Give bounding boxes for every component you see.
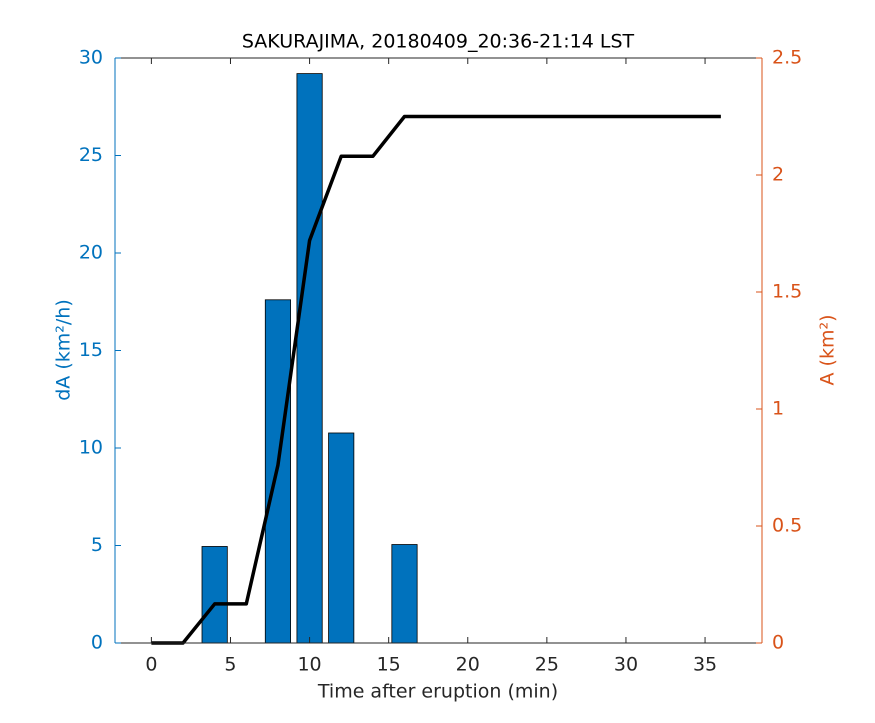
- y2-tick-label: 0.5: [772, 515, 802, 537]
- y-tick-label: 15: [79, 339, 103, 361]
- y-tick-label: 25: [79, 144, 103, 166]
- x-tick-label: 25: [535, 654, 559, 676]
- bar: [201, 546, 228, 644]
- y2-tick-label: 2.5: [772, 47, 802, 69]
- y2-tick-label: 2: [772, 164, 784, 186]
- y-tick-label: 0: [91, 632, 103, 654]
- y-tick-label: 20: [79, 242, 103, 264]
- x-tick-label: 30: [614, 654, 638, 676]
- y2-axis-label: A (km²): [817, 315, 839, 386]
- x-tick-label: 35: [693, 654, 717, 676]
- y-tick-label: 10: [79, 437, 103, 459]
- y-axis-label: dA (km²/h): [53, 299, 75, 401]
- x-tick-label: 0: [145, 654, 157, 676]
- y2-tick-label: 1.5: [772, 281, 802, 303]
- y2-tick-label: 1: [772, 398, 784, 420]
- y-tick-label: 5: [91, 534, 103, 556]
- x-tick-label: 15: [377, 654, 401, 676]
- line: [151, 114, 721, 645]
- chart-title: SAKURAJIMA, 20180409_20:36-21:14 LST: [242, 31, 635, 53]
- x-tick-label: 5: [224, 654, 236, 676]
- x-tick-label: 20: [456, 654, 480, 676]
- x-tick-label: 10: [297, 654, 321, 676]
- bar: [391, 544, 418, 644]
- y2-tick-label: 0: [772, 632, 784, 654]
- bar: [296, 73, 323, 644]
- bar: [328, 432, 355, 644]
- y-tick-label: 30: [79, 47, 103, 69]
- x-axis-label: Time after eruption (min): [317, 681, 558, 703]
